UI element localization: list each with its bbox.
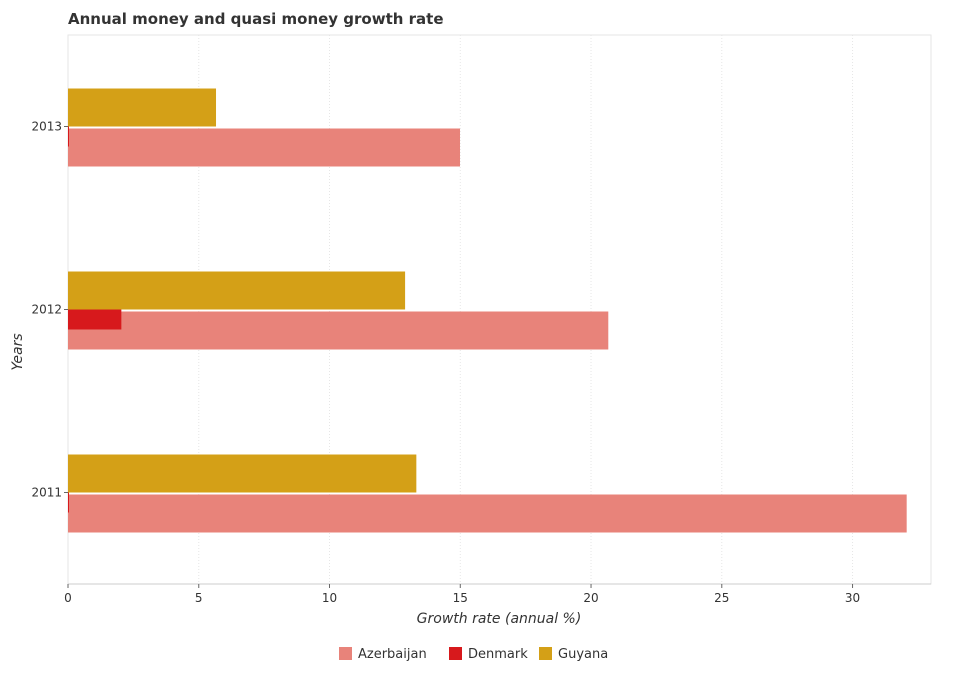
y-axis-ticks: 2011 2012 2013 — [31, 120, 68, 500]
x-tick-label-5: 5 — [195, 591, 203, 605]
chart-title: Annual money and quasi money growth rate — [68, 10, 444, 28]
bar-denmark-2011 — [68, 474, 69, 513]
x-tick-label-10: 10 — [322, 591, 337, 605]
legend-swatch-denmark — [449, 647, 462, 660]
bar-guyana-2013 — [68, 88, 217, 127]
y-tick-label-2013: 2013 — [31, 120, 62, 134]
bars — [68, 88, 907, 533]
legend-swatch-guyana — [539, 647, 552, 660]
x-axis-label: Growth rate (annual %) — [417, 611, 582, 627]
x-tick-label-25: 25 — [714, 591, 729, 605]
legend-label-guyana: Guyana — [558, 647, 608, 662]
bar-azerbaijan-2012 — [68, 311, 609, 350]
x-tick-label-0: 0 — [64, 591, 72, 605]
x-axis-ticks: 0 5 10 15 20 25 30 — [64, 583, 931, 605]
x-tick-label-15: 15 — [453, 591, 468, 605]
y-axis-label: Years — [10, 333, 26, 370]
legend: Azerbaijan Denmark Guyana — [339, 647, 608, 662]
legend-label-denmark: Denmark — [468, 647, 528, 662]
y-tick-label-2011: 2011 — [31, 486, 62, 500]
x-tick-label-30: 30 — [845, 591, 860, 605]
bar-denmark-2013 — [68, 108, 69, 147]
bar-guyana-2012 — [68, 271, 406, 310]
legend-label-azerbaijan: Azerbaijan — [358, 647, 427, 662]
y-tick-label-2012: 2012 — [31, 303, 62, 317]
bar-azerbaijan-2013 — [68, 128, 461, 167]
x-tick-label-20: 20 — [583, 591, 598, 605]
legend-swatch-azerbaijan — [339, 647, 352, 660]
bar-guyana-2011 — [68, 454, 417, 493]
bar-azerbaijan-2011 — [68, 494, 907, 533]
